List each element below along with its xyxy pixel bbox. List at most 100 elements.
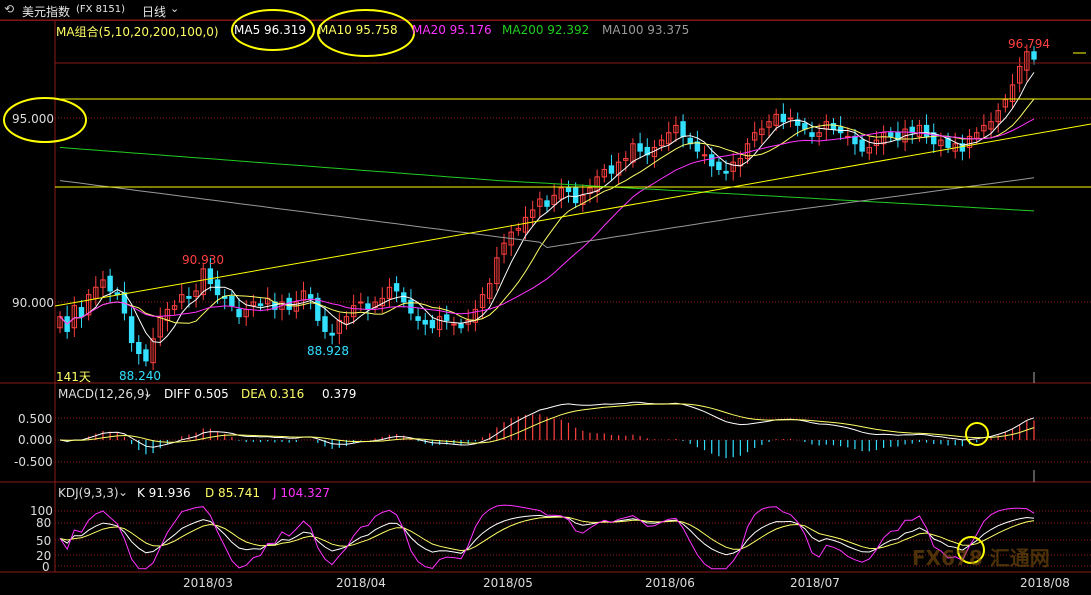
ma20-line xyxy=(59,118,1035,325)
swing-high-label: 90.930 xyxy=(182,253,224,267)
trend-lines xyxy=(54,52,1091,482)
candle-body xyxy=(1024,51,1030,71)
kdj-k-line xyxy=(59,514,1035,556)
candle-body xyxy=(623,157,629,161)
candle-body xyxy=(558,187,565,200)
candle-body xyxy=(157,316,163,338)
candle-body xyxy=(816,132,822,137)
ma100-value: MA100 93.375 xyxy=(602,23,690,37)
candle-body xyxy=(551,194,557,205)
candle-body xyxy=(365,303,371,310)
candle-body xyxy=(916,124,923,137)
kdj-series xyxy=(59,504,1035,570)
kdj-d-value: D 85.741 xyxy=(205,486,261,500)
ma10-line xyxy=(59,98,1035,325)
candle-body xyxy=(601,169,607,178)
candle-body xyxy=(293,301,300,312)
candle-body xyxy=(393,283,400,292)
candle-body xyxy=(988,121,994,130)
candle-body xyxy=(472,308,479,323)
candle-body xyxy=(923,124,930,137)
candle-body xyxy=(501,242,507,255)
y-tick-90: 90.000 xyxy=(12,296,54,310)
candle-body xyxy=(515,227,522,231)
chevron-down-icon[interactable]: ⌄ xyxy=(170,2,180,15)
kdj-j-line xyxy=(59,504,1035,570)
candle-body xyxy=(666,132,672,145)
candle-body xyxy=(207,268,214,285)
candle-body xyxy=(615,161,622,176)
candle-body xyxy=(85,294,92,316)
candle-body xyxy=(186,295,192,299)
macd-y-tick-0: 0.500 xyxy=(18,412,53,426)
candle-body xyxy=(179,294,185,303)
candle-body xyxy=(315,297,321,321)
kdj-y-tick-0: 0 xyxy=(42,560,50,574)
candle-body xyxy=(78,307,85,318)
ma-indicator-label[interactable]: MA组合(5,10,20,200,100,0) xyxy=(56,25,219,39)
candle-body xyxy=(436,316,443,331)
macd-dea-line xyxy=(59,403,1035,444)
rising-trend-line xyxy=(54,123,1091,307)
kdj-d-line xyxy=(59,516,1035,552)
highlight-ma10 xyxy=(317,9,415,57)
highlight-95-level xyxy=(3,97,87,143)
highlight-macd-cross xyxy=(965,422,989,446)
candle-body xyxy=(938,139,944,147)
highlight-kdj-cross xyxy=(957,536,985,564)
candle-body xyxy=(494,257,500,285)
back-arrow-icon[interactable]: ⟲ xyxy=(4,2,15,16)
candle-body xyxy=(701,154,708,157)
candle-body xyxy=(716,161,722,171)
candle-body xyxy=(859,139,865,152)
candle-body xyxy=(572,187,579,204)
candle-body xyxy=(694,141,701,152)
x-tick-aug: 2018/08 xyxy=(1020,576,1070,590)
highlight-circles xyxy=(3,9,989,564)
macd-diff-line xyxy=(59,401,1035,448)
watermark-logo: FX678 汇通网 xyxy=(912,546,1050,570)
candle-body xyxy=(200,268,206,296)
candle-body xyxy=(673,124,679,134)
chevron-down-icon[interactable]: ⌄ xyxy=(143,386,154,400)
candle-body xyxy=(1009,84,1016,102)
macd-y-tick-2: -0.500 xyxy=(14,455,53,469)
candle-body xyxy=(580,194,586,205)
candle-body xyxy=(1016,65,1023,84)
instrument-name: 美元指数 xyxy=(22,5,71,19)
candle-body xyxy=(343,316,350,325)
chevron-down-icon[interactable]: ⌄ xyxy=(118,485,129,499)
candle-body xyxy=(709,154,715,167)
candle-body xyxy=(458,323,464,329)
candle-body xyxy=(787,117,794,120)
ma5-line xyxy=(59,72,1035,344)
candle-body xyxy=(1031,51,1037,60)
candle-body xyxy=(866,146,872,154)
candle-body xyxy=(730,161,736,172)
candle-body xyxy=(150,338,156,364)
candle-body xyxy=(487,283,493,299)
candle-body xyxy=(780,113,787,123)
candle-body xyxy=(322,316,328,332)
candle-body xyxy=(544,200,550,207)
kdj-j-value: J 104.327 xyxy=(273,486,330,500)
candle-body xyxy=(751,132,758,141)
candle-body xyxy=(744,143,751,159)
candle-body xyxy=(608,165,615,174)
candle-body xyxy=(974,132,980,139)
macd-indicator-label[interactable]: MACD(12,26,9) xyxy=(58,387,150,401)
candle-body xyxy=(880,132,887,145)
period-selector[interactable]: 日线 xyxy=(142,5,167,19)
x-tick-jul: 2018/07 xyxy=(790,576,840,590)
candle-body xyxy=(529,209,536,218)
candle-body xyxy=(1002,99,1009,108)
kdj-y-tick-80: 80 xyxy=(36,516,52,530)
candle-body xyxy=(773,113,779,126)
kdj-indicator-label[interactable]: KDJ(9,3,3) xyxy=(58,486,119,500)
low-label-a: 88.240 xyxy=(119,369,161,383)
candle-body xyxy=(415,316,421,321)
candle-body xyxy=(143,349,149,362)
kdj-k-value: K 91.936 xyxy=(137,486,191,500)
candle-body xyxy=(401,292,407,303)
